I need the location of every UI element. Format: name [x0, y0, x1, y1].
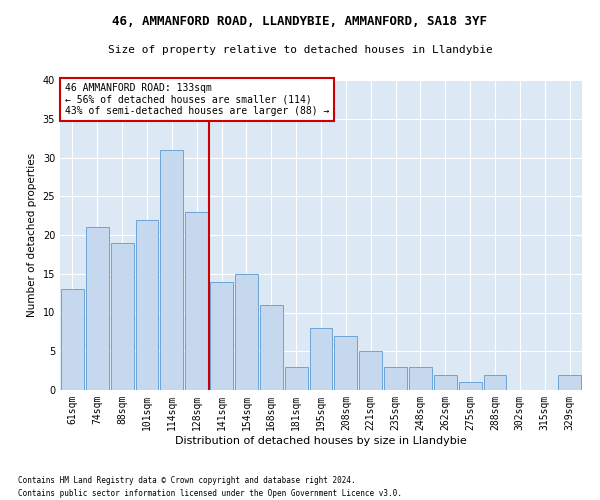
- Bar: [484, 374, 506, 390]
- Bar: [334, 336, 357, 390]
- Bar: [359, 351, 382, 390]
- Text: Size of property relative to detached houses in Llandybie: Size of property relative to detached ho…: [107, 45, 493, 55]
- Bar: [86, 227, 109, 390]
- Text: 46 AMMANFORD ROAD: 133sqm
← 56% of detached houses are smaller (114)
43% of semi: 46 AMMANFORD ROAD: 133sqm ← 56% of detac…: [65, 83, 329, 116]
- Bar: [111, 243, 134, 390]
- Bar: [434, 374, 457, 390]
- Bar: [136, 220, 158, 390]
- Bar: [185, 212, 208, 390]
- X-axis label: Distribution of detached houses by size in Llandybie: Distribution of detached houses by size …: [175, 436, 467, 446]
- Bar: [409, 367, 432, 390]
- Text: 46, AMMANFORD ROAD, LLANDYBIE, AMMANFORD, SA18 3YF: 46, AMMANFORD ROAD, LLANDYBIE, AMMANFORD…: [113, 15, 487, 28]
- Bar: [285, 367, 308, 390]
- Bar: [260, 304, 283, 390]
- Bar: [61, 289, 84, 390]
- Text: Contains HM Land Registry data © Crown copyright and database right 2024.: Contains HM Land Registry data © Crown c…: [18, 476, 356, 485]
- Bar: [459, 382, 482, 390]
- Bar: [384, 367, 407, 390]
- Bar: [210, 282, 233, 390]
- Text: Contains public sector information licensed under the Open Government Licence v3: Contains public sector information licen…: [18, 488, 402, 498]
- Y-axis label: Number of detached properties: Number of detached properties: [27, 153, 37, 317]
- Bar: [310, 328, 332, 390]
- Bar: [558, 374, 581, 390]
- Bar: [160, 150, 183, 390]
- Bar: [235, 274, 258, 390]
